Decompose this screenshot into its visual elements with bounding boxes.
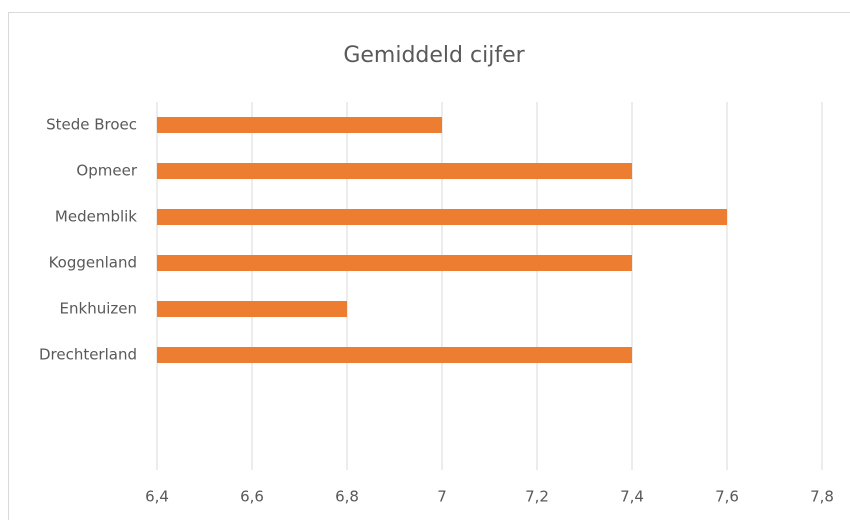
- y-tick-label: Drechterland: [39, 346, 137, 364]
- x-tick-label: 7,4: [620, 488, 644, 506]
- y-tick-label: Stede Broec: [46, 116, 137, 134]
- x-tick-label: 7,8: [810, 488, 834, 506]
- x-tick-label: 6,6: [240, 488, 264, 506]
- y-tick-label: Opmeer: [76, 162, 137, 180]
- chart-title: Gemiddeld cijfer: [343, 43, 525, 68]
- y-tick-label: Enkhuizen: [60, 300, 137, 318]
- x-tick-label: 6,4: [145, 488, 169, 506]
- y-tick-label: Medemblik: [55, 208, 137, 226]
- x-tick-label: 7,2: [525, 488, 549, 506]
- bar: [157, 255, 632, 271]
- y-tick-label: Koggenland: [49, 254, 137, 272]
- bar: [157, 163, 632, 179]
- bar: [157, 301, 347, 317]
- bar: [157, 209, 727, 225]
- bar: [157, 347, 632, 363]
- x-tick-label: 6,8: [335, 488, 359, 506]
- x-tick-label: 7,6: [715, 488, 739, 506]
- bar: [157, 117, 442, 133]
- x-tick-label: 7: [437, 488, 447, 506]
